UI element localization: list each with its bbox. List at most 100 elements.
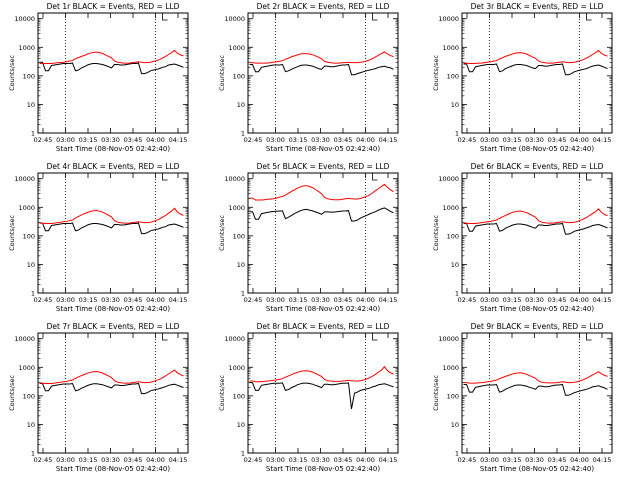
x-tick-label: 04:00 <box>356 456 375 464</box>
y-axis-label: Counts/sec <box>8 55 16 91</box>
plot-frame <box>37 12 189 134</box>
x-tick-label: 03:00 <box>480 136 499 144</box>
panel-title: Det 6r BLACK = Events, RED = LLD <box>471 162 604 171</box>
x-tick-label: 04:15 <box>593 136 612 144</box>
y-tick-label: 100 <box>447 72 459 80</box>
y-tick-label: 100 <box>23 72 35 80</box>
panel-title: Det 2r BLACK = Events, RED = LLD <box>257 2 390 11</box>
lld-series-line <box>39 49 184 64</box>
y-tick-label: 1000 <box>18 204 35 212</box>
x-tick-label: 03:30 <box>525 296 544 304</box>
y-tick-label: 100 <box>447 232 459 240</box>
x-tick-label: 04:15 <box>169 456 188 464</box>
lld-series-line <box>249 365 394 383</box>
x-tick-label: 03:15 <box>289 296 308 304</box>
x-tick-label: 03:45 <box>124 456 143 464</box>
y-tick-label: 100 <box>23 232 35 240</box>
x-tick-label: 04:15 <box>593 296 612 304</box>
events-series-line <box>39 222 184 235</box>
x-tick-label: 04:00 <box>356 296 375 304</box>
panel-title: Det 5r BLACK = Events, RED = LLD <box>257 162 390 171</box>
x-axis-label: Start Time (08-Nov-05 02:42:40) <box>480 465 594 473</box>
x-axis-label: Start Time (08-Nov-05 02:42:40) <box>266 145 380 153</box>
lld-series-line <box>39 207 184 224</box>
plot-frame <box>247 172 399 294</box>
y-tick-label: 10000 <box>14 15 35 23</box>
x-tick-label: 03:15 <box>79 456 98 464</box>
y-tick-label: 10 <box>27 101 35 109</box>
x-tick-label: 03:15 <box>289 456 308 464</box>
x-tick-label: 03:30 <box>311 456 330 464</box>
corner-mark <box>372 173 378 181</box>
y-axis-label: Counts/sec <box>8 215 16 251</box>
x-axis-label: Start Time (08-Nov-05 02:42:40) <box>266 305 380 313</box>
detector-panel: Det 6r BLACK = Events, RED = LLD 1 10 100 10… <box>432 162 613 313</box>
y-axis-label: Counts/sec <box>432 375 440 411</box>
panel-title: Det 1r BLACK = Events, RED = LLD <box>47 2 180 11</box>
y-tick-label: 10000 <box>224 335 245 343</box>
corner-mark <box>162 173 168 181</box>
y-tick-label: 1 <box>455 450 459 458</box>
x-tick-label: 03:45 <box>334 456 353 464</box>
panel-title: Det 3r BLACK = Events, RED = LLD <box>471 2 604 11</box>
x-tick-label: 03:30 <box>525 456 544 464</box>
y-tick-label: 10000 <box>438 335 459 343</box>
x-tick-label: 02:45 <box>244 296 263 304</box>
events-series-line <box>463 63 608 76</box>
y-tick-label: 1 <box>455 290 459 298</box>
x-tick-label: 03:15 <box>79 296 98 304</box>
x-tick-label: 04:00 <box>146 456 165 464</box>
y-axis-label: Counts/sec <box>432 215 440 251</box>
plot-frame <box>247 332 399 454</box>
y-tick-label: 100 <box>447 392 459 400</box>
x-tick-label: 04:00 <box>570 296 589 304</box>
events-series-line <box>39 382 184 395</box>
x-tick-label: 03:45 <box>334 136 353 144</box>
events-series-line <box>463 383 608 396</box>
detector-panel: Det 7r BLACK = Events, RED = LLD 1 10 100 10… <box>8 322 189 473</box>
x-tick-label: 03:15 <box>289 136 308 144</box>
x-tick-label: 02:45 <box>34 296 53 304</box>
x-tick-label: 04:15 <box>169 296 188 304</box>
y-tick-label: 1000 <box>18 364 35 372</box>
y-tick-label: 1 <box>241 450 245 458</box>
x-tick-label: 02:45 <box>458 456 477 464</box>
panel-title: Det 7r BLACK = Events, RED = LLD <box>47 322 180 331</box>
y-tick-label: 1000 <box>228 204 245 212</box>
plot-frame <box>37 332 189 454</box>
x-tick-label: 04:15 <box>169 136 188 144</box>
x-tick-label: 04:15 <box>593 456 612 464</box>
y-tick-label: 10 <box>451 261 459 269</box>
x-tick-label: 04:15 <box>379 136 398 144</box>
x-tick-label: 03:15 <box>503 296 522 304</box>
plot-frame <box>37 172 189 294</box>
y-tick-label: 10000 <box>438 15 459 23</box>
corner-mark <box>162 333 168 341</box>
x-tick-label: 02:45 <box>34 136 53 144</box>
plot-frame <box>461 12 613 134</box>
events-series-line <box>249 207 394 222</box>
corner-mark <box>586 13 592 21</box>
corner-mark <box>372 333 378 341</box>
x-axis-label: Start Time (08-Nov-05 02:42:40) <box>480 145 594 153</box>
y-tick-label: 1000 <box>442 204 459 212</box>
y-tick-label: 1 <box>241 130 245 138</box>
x-tick-label: 04:00 <box>356 136 375 144</box>
y-tick-label: 1000 <box>442 44 459 52</box>
x-tick-label: 04:15 <box>379 296 398 304</box>
plot-frame <box>461 172 613 294</box>
x-tick-label: 02:45 <box>458 136 477 144</box>
panel-title: Det 8r BLACK = Events, RED = LLD <box>257 322 390 331</box>
x-tick-label: 03:45 <box>548 136 567 144</box>
y-axis-label: Counts/sec <box>8 375 16 411</box>
y-axis-label: Counts/sec <box>218 215 226 251</box>
y-tick-label: 10 <box>451 421 459 429</box>
x-tick-label: 03:15 <box>503 456 522 464</box>
x-axis-label: Start Time (08-Nov-05 02:42:40) <box>56 145 170 153</box>
x-tick-label: 03:15 <box>503 136 522 144</box>
detector-panel: Det 9r BLACK = Events, RED = LLD 1 10 100 10… <box>432 322 613 473</box>
y-tick-label: 1000 <box>18 44 35 52</box>
x-tick-label: 04:15 <box>379 456 398 464</box>
x-tick-label: 03:00 <box>480 456 499 464</box>
